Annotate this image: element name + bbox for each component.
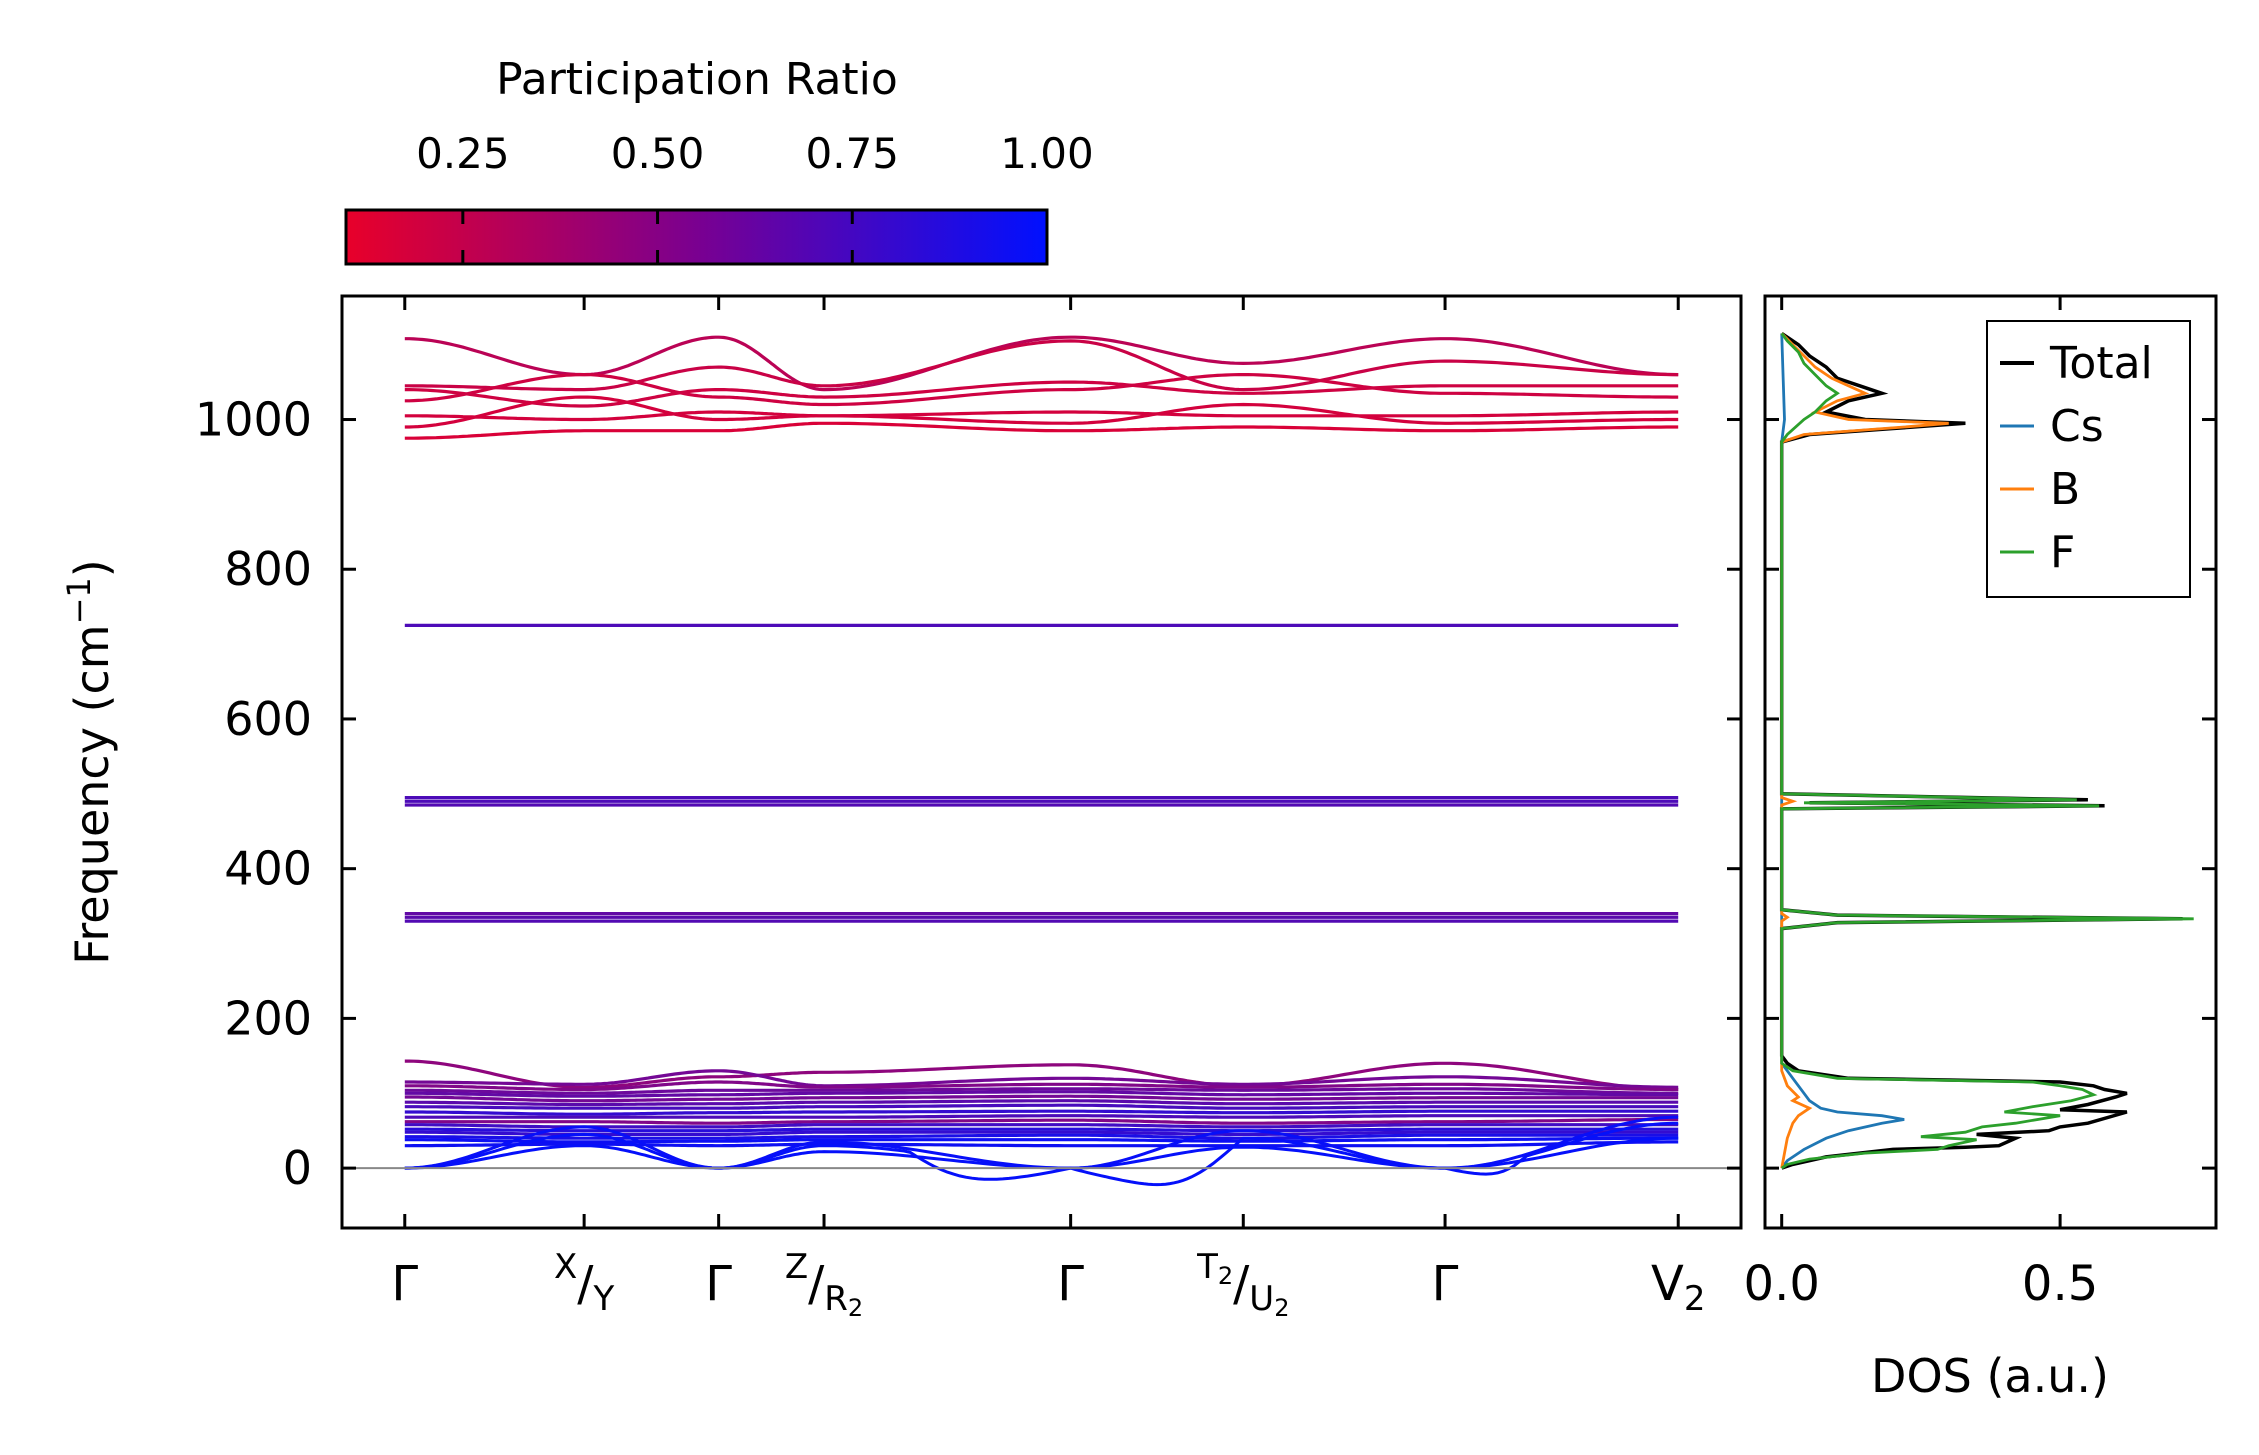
dos-x-tick-label: 0.5 xyxy=(2022,1256,2098,1312)
band-line-low xyxy=(404,1094,1679,1103)
colorbar-tick-label: 1.00 xyxy=(1000,129,1094,178)
k-label-main: Γ xyxy=(1432,1256,1459,1312)
k-label-main: V xyxy=(1651,1256,1684,1312)
dos-x-tick-label: 0.0 xyxy=(1744,1256,1820,1312)
band-k-label: X/Y xyxy=(554,1247,614,1319)
band-line-high xyxy=(404,380,1679,408)
band-line-high xyxy=(404,373,1679,407)
band-k-label: Γ xyxy=(391,1256,418,1312)
band-line-low xyxy=(404,1114,1679,1119)
colorbar-tick-label: 0.50 xyxy=(611,129,705,178)
band-k-label: T2/U2 xyxy=(1196,1247,1289,1322)
k-label-slash: / xyxy=(1233,1256,1250,1312)
k-label-post-sub: 2 xyxy=(848,1294,863,1322)
band-line-low xyxy=(404,1123,1679,1129)
legend-label: Cs xyxy=(2050,401,2104,452)
band-line-low xyxy=(404,1130,1679,1136)
dos-x-axis-label: DOS (a.u.) xyxy=(1871,1349,2109,1403)
band-y-tick-label: 200 xyxy=(224,991,312,1045)
band-lines xyxy=(404,335,1679,1187)
colorbar-gradient xyxy=(344,208,1049,266)
band-line-acoustic xyxy=(404,1136,1679,1170)
k-label-post: R xyxy=(824,1279,848,1319)
dos-legend: Total Cs BF xyxy=(1986,320,2191,598)
k-label-post: Y xyxy=(592,1279,614,1319)
band-line-low xyxy=(404,1117,1679,1125)
band-line-low xyxy=(404,1087,1679,1095)
band-line-high xyxy=(404,395,1679,429)
colorbar-title: Participation Ratio xyxy=(496,54,898,105)
band-y-tick-label: 400 xyxy=(224,842,312,896)
dos-line-b xyxy=(1780,332,1949,1169)
k-label-pre: T xyxy=(1196,1247,1218,1287)
k-label-slash: / xyxy=(808,1256,825,1312)
band-y-tick-label: 1000 xyxy=(195,393,312,447)
band-y-ticks: 0 200 400 600 800 1000 xyxy=(195,393,1741,1195)
band-line-low xyxy=(404,1080,1679,1092)
legend-label: B xyxy=(2050,464,2080,515)
dos-ticks: 0.0 0.5 xyxy=(1744,296,2216,1312)
k-label-pre: Z xyxy=(785,1247,808,1287)
k-label-pre-sub: 2 xyxy=(1218,1262,1233,1290)
legend-label: Total xyxy=(2049,338,2153,389)
band-line-low xyxy=(404,1127,1679,1133)
colorbar-ticks xyxy=(461,210,854,264)
band-k-label: Γ xyxy=(1057,1256,1084,1312)
band-line-high xyxy=(404,410,1679,422)
band-k-label: Z/R2 xyxy=(785,1247,863,1322)
band-line-high xyxy=(404,339,1679,392)
band-y-tick-label: 0 xyxy=(283,1141,312,1195)
band-line-low xyxy=(404,1136,1679,1144)
colorbar-tick-labels: 0.25 0.50 0.75 1.00 xyxy=(416,129,1094,178)
dos-lines xyxy=(1779,331,2194,1170)
band-line-low xyxy=(404,1140,1679,1148)
dos-panel: 0.0 0.5 DOS (a.u.) Total Cs BF xyxy=(1744,294,2218,1403)
k-label-main: Γ xyxy=(705,1256,732,1312)
legend-label: F xyxy=(2050,527,2075,578)
k-label-main: Γ xyxy=(391,1256,418,1312)
band-k-ticks: Γ X/Y Γ Z/R2 Γ T2/U2 Γ V2 xyxy=(391,296,1705,1322)
dos-line-cs xyxy=(1780,333,1905,1169)
dos-axes-frame xyxy=(1763,294,2218,1230)
k-label-sub: 2 xyxy=(1684,1279,1706,1319)
band-axes-frame xyxy=(340,294,1743,1230)
k-label-post: U xyxy=(1249,1279,1274,1319)
band-line-low xyxy=(404,1090,1679,1098)
band-k-label: Γ xyxy=(1432,1256,1459,1312)
k-label-slash: / xyxy=(577,1256,594,1312)
colorbar-tick-label: 0.75 xyxy=(806,129,900,178)
band-y-tick-label: 600 xyxy=(224,692,312,746)
band-y-tick-label: 800 xyxy=(224,542,312,596)
band-line-high xyxy=(404,421,1679,440)
band-k-label: V2 xyxy=(1651,1256,1705,1319)
dos-line-f xyxy=(1780,332,2194,1170)
band-line-low xyxy=(404,1109,1679,1116)
band-line-low xyxy=(404,1059,1679,1092)
k-label-main: Γ xyxy=(1057,1256,1084,1312)
band-k-label: Γ xyxy=(705,1256,732,1312)
k-label-pre: X xyxy=(554,1247,577,1287)
band-line-low xyxy=(404,1103,1679,1110)
colorbar-tick-label: 0.25 xyxy=(416,129,510,178)
k-label-post-sub: 2 xyxy=(1274,1294,1289,1322)
band-line-low xyxy=(404,1099,1679,1107)
band-y-axis-label: Frequency (cm−1) xyxy=(60,559,119,964)
band-line-low xyxy=(404,1069,1679,1089)
colorbar: Participation Ratio 0.25 0.50 0.75 1.00 xyxy=(344,54,1094,266)
